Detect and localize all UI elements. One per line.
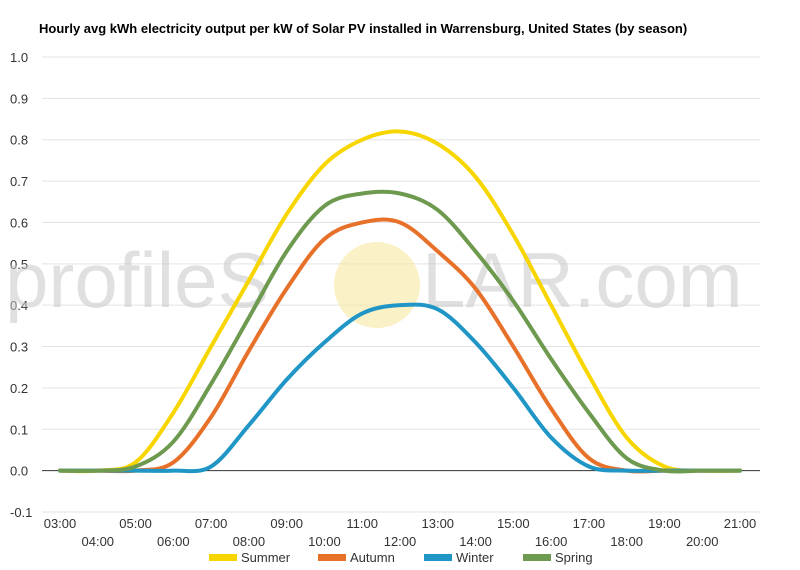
x-tick-label: 09:00 bbox=[270, 516, 303, 531]
series-lines bbox=[58, 129, 742, 474]
legend-label-winter: Winter bbox=[456, 550, 494, 565]
x-tick-label: 03:00 bbox=[44, 516, 77, 531]
y-tick-label: 1.0 bbox=[10, 50, 28, 65]
x-tick-label: 20:00 bbox=[686, 534, 719, 549]
legend-swatch-summer bbox=[209, 554, 237, 561]
x-tick-label: 16:00 bbox=[535, 534, 568, 549]
x-tick-label: 05:00 bbox=[119, 516, 152, 531]
y-axis-ticks: -0.1 0.0 0.1 0.2 0.3 0.4 0.5 0.6 0.7 0.8 0.9 1.0 bbox=[10, 50, 32, 520]
legend-label-spring: Spring bbox=[555, 550, 593, 565]
y-tick-label: 0.5 bbox=[10, 257, 28, 272]
chart-title: Hourly avg kWh electricity output per kW… bbox=[39, 21, 687, 36]
y-tick-label: 0.7 bbox=[10, 174, 28, 189]
x-tick-label: 07:00 bbox=[195, 516, 228, 531]
legend-label-summer: Summer bbox=[241, 550, 291, 565]
x-tick-label: 19:00 bbox=[648, 516, 681, 531]
legend-label-autumn: Autumn bbox=[350, 550, 395, 565]
y-tick-label: 0.8 bbox=[10, 133, 28, 148]
y-tick-label: 0.4 bbox=[10, 298, 28, 313]
x-tick-label: 15:00 bbox=[497, 516, 530, 531]
legend-swatch-spring bbox=[523, 554, 551, 561]
y-tick-label: 0.2 bbox=[10, 381, 28, 396]
x-tick-label: 12:00 bbox=[384, 534, 417, 549]
y-tick-label: 0.6 bbox=[10, 215, 28, 230]
x-tick-label: 04:00 bbox=[82, 534, 115, 549]
x-tick-label: 10:00 bbox=[308, 534, 341, 549]
y-tick-label: 0.9 bbox=[10, 91, 28, 106]
watermark-text-left: profileS bbox=[5, 236, 269, 324]
x-tick-label: 13:00 bbox=[422, 516, 455, 531]
series-line-winter bbox=[58, 302, 742, 474]
watermark-sun-icon bbox=[334, 242, 420, 328]
series-line-spring bbox=[58, 189, 742, 474]
watermark: profileS LAR.com bbox=[5, 236, 743, 328]
y-tick-label: 0.3 bbox=[10, 340, 28, 355]
x-tick-label: 06:00 bbox=[157, 534, 190, 549]
x-tick-label: 21:00 bbox=[724, 516, 757, 531]
y-tick-label: -0.1 bbox=[10, 505, 32, 520]
y-tick-label: 0.1 bbox=[10, 422, 28, 437]
x-tick-label: 08:00 bbox=[233, 534, 266, 549]
legend: Summer Autumn Winter Spring bbox=[209, 550, 593, 565]
x-tick-label: 18:00 bbox=[610, 534, 643, 549]
legend-swatch-autumn bbox=[318, 554, 346, 561]
x-tick-label: 14:00 bbox=[459, 534, 492, 549]
legend-swatch-winter bbox=[424, 554, 452, 561]
x-tick-label: 11:00 bbox=[346, 516, 378, 531]
x-axis-ticks: 03:00 04:00 05:00 06:00 07:00 08:00 09:00 10:00… bbox=[44, 516, 757, 549]
x-tick-label: 17:00 bbox=[573, 516, 606, 531]
y-tick-label: 0.0 bbox=[10, 464, 28, 479]
series-line-summer bbox=[58, 129, 742, 474]
